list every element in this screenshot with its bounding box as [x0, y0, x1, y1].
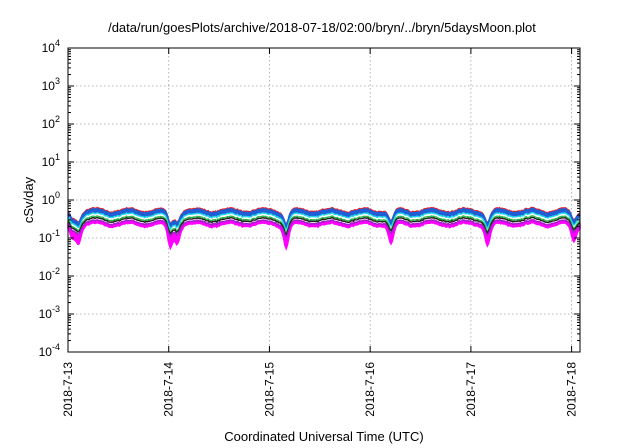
x-tick-label: 2018-7-16 — [363, 362, 377, 417]
y-tick-label: 102 — [42, 114, 60, 131]
series-line-red — [67, 206, 581, 226]
y-tick-label: 10-3 — [39, 304, 60, 321]
x-tick-label: 2018-7-18 — [565, 362, 579, 417]
series-line-green — [67, 215, 581, 235]
y-axis-label: cSv/day — [21, 176, 36, 223]
series-line-black — [67, 216, 581, 236]
x-tick-label: 2018-7-14 — [162, 362, 176, 417]
y-tick-label: 104 — [42, 38, 60, 55]
y-tick-label: 10-4 — [39, 342, 60, 359]
series-line-purple — [67, 219, 581, 239]
y-tick-label: 101 — [42, 152, 60, 169]
series-line-cyan — [67, 211, 581, 231]
data-bands — [67, 206, 581, 251]
x-tick-label: 2018-7-17 — [464, 362, 478, 417]
x-axis: 2018-7-13 2018-7-14 2018-7-15 2018-7-16 2018… — [61, 48, 579, 417]
y-tick-label: 103 — [42, 76, 60, 93]
grid-lines — [67, 48, 580, 352]
x-tick-label: 2018-7-15 — [262, 362, 276, 417]
x-axis-label: Coordinated Universal Time (UTC) — [224, 429, 423, 444]
y-axis: 10-4 10-3 10-2 10-1 100 101 102 103 104 — [39, 38, 580, 359]
series-line-blue — [67, 207, 581, 229]
x-tick-label: 2018-7-13 — [61, 362, 75, 417]
y-tick-label: 10-2 — [39, 266, 60, 283]
y-tick-label: 100 — [42, 190, 60, 207]
y-tick-label: 10-1 — [39, 228, 60, 245]
chart-title: /data/run/goesPlots/archive/2018-07-18/0… — [108, 20, 536, 35]
